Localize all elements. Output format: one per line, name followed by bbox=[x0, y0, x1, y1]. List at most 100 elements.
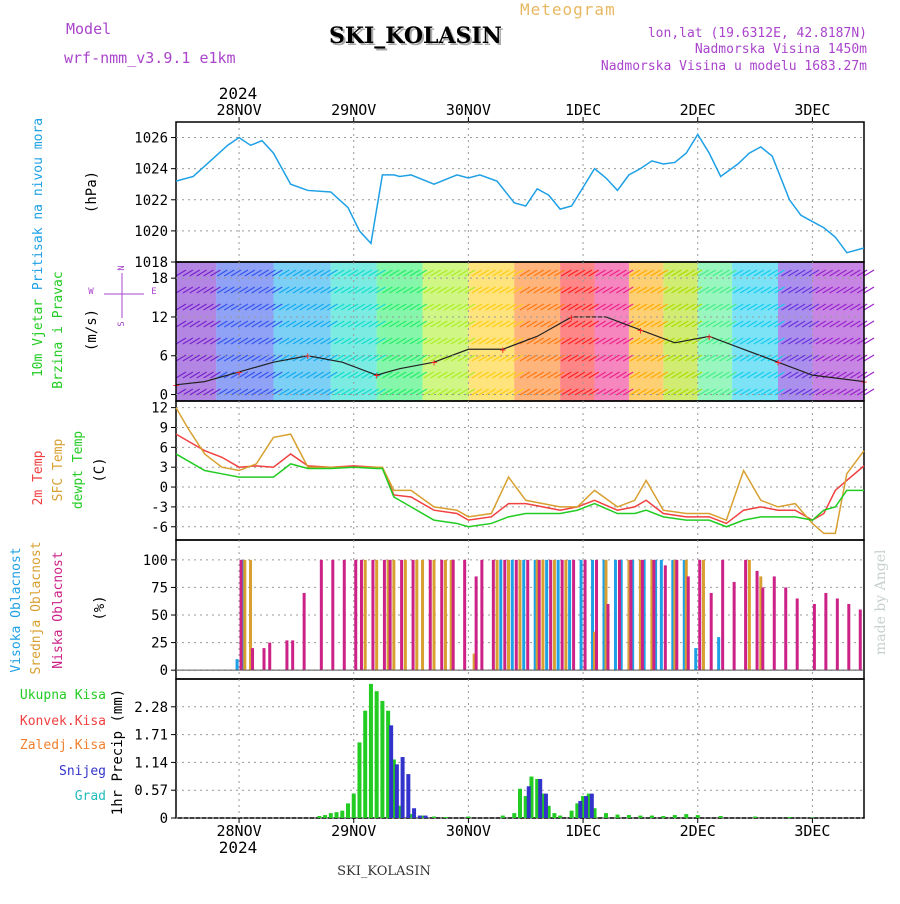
cloud-low-bar bbox=[251, 648, 254, 670]
temp-tick-label: 3 bbox=[160, 460, 168, 476]
pressure-line bbox=[176, 134, 864, 252]
cloud-mid-bar bbox=[507, 560, 510, 670]
cloud-high-bar bbox=[545, 560, 548, 670]
cloud-low-bar bbox=[761, 587, 764, 670]
cloud-low-bar bbox=[836, 598, 839, 670]
cloud-low-bar bbox=[526, 560, 529, 670]
day-label-bottom: 28NOV bbox=[216, 822, 261, 840]
cloud-low-bar bbox=[515, 560, 518, 670]
cloud-tick-label: 75 bbox=[151, 580, 168, 596]
cloud-low-bar bbox=[538, 560, 541, 670]
precip-legend-total: Ukupna Kisa bbox=[20, 688, 106, 703]
cloud-high-bar bbox=[511, 560, 514, 670]
wind-tick-label: 18 bbox=[151, 271, 168, 287]
plot-area: +++++++++++10181020102210241026061218-6-… bbox=[134, 101, 874, 840]
precip-total-bar bbox=[357, 742, 361, 818]
temp-tick-label: 9 bbox=[160, 420, 168, 436]
precip-tick-label: 1.14 bbox=[134, 755, 168, 771]
cloud-mid-bar bbox=[404, 560, 407, 670]
temp-label-2: SFC Temp bbox=[51, 439, 66, 502]
cloud-low-bar bbox=[475, 576, 478, 670]
cloud-low-bar bbox=[847, 604, 850, 670]
precip-total-bar bbox=[552, 813, 556, 818]
wind-color-band bbox=[595, 262, 629, 401]
cloud-low-bar bbox=[400, 560, 403, 670]
precip-snow-bar bbox=[538, 779, 542, 818]
cloud-tick-label: 0 bbox=[160, 663, 168, 679]
cloud-mid-bar bbox=[748, 560, 751, 670]
cloud-low-bar bbox=[813, 604, 816, 670]
precip-total-bar bbox=[375, 691, 379, 818]
cloud-mid-bar bbox=[364, 560, 367, 670]
pressure-tick-label: 1020 bbox=[134, 224, 168, 240]
precip-snow-bar bbox=[584, 796, 588, 818]
temp-label-3: dewpt Temp bbox=[71, 431, 86, 509]
cloud-tick-label: 50 bbox=[151, 608, 168, 624]
lonlat-text: lon,lat (19.6312E, 42.8187N) bbox=[648, 26, 867, 41]
model-name: wrf-nmm_v3.9.1 e1km bbox=[64, 49, 236, 67]
temp-tick-label: -6 bbox=[151, 520, 168, 536]
wind-rose-w: W bbox=[88, 287, 94, 297]
cloud-low-bar bbox=[452, 560, 455, 670]
cloud-mid-bar bbox=[541, 560, 544, 670]
day-label-top: 29NOV bbox=[331, 101, 376, 119]
cloud-mid-bar bbox=[433, 560, 436, 670]
chart-title: Meteogram bbox=[520, 0, 616, 19]
precip-total-bar bbox=[323, 815, 327, 818]
precip-tick-label: 1.71 bbox=[134, 728, 168, 744]
cloud-low-bar bbox=[744, 560, 747, 670]
cloud-low-bar bbox=[263, 648, 266, 670]
precip-total-bar bbox=[753, 817, 757, 818]
cloud-low-bar bbox=[354, 560, 357, 670]
precip-snow-bar bbox=[578, 801, 582, 818]
cloud-high-bar bbox=[694, 648, 697, 670]
precip-legend-snow: Snijeg bbox=[59, 764, 106, 779]
day-label-bottom: 29NOV bbox=[331, 822, 376, 840]
precip-total-bar bbox=[615, 815, 619, 818]
elevation-text: Nadmorska Visina 1450m bbox=[695, 42, 867, 57]
precip-snow-bar bbox=[544, 794, 548, 818]
cloud-low-bar bbox=[784, 587, 787, 670]
cloud-label-low: Niska Oblacnost bbox=[51, 551, 66, 668]
precip-total-bar bbox=[352, 794, 356, 818]
precip-total-bar bbox=[363, 711, 367, 818]
precip-tick-label: 2.28 bbox=[134, 700, 168, 716]
precip-total-bar bbox=[787, 817, 791, 818]
wind-gust-marker: + bbox=[775, 356, 782, 369]
temp-frame bbox=[176, 401, 864, 540]
wind-color-band bbox=[698, 262, 732, 401]
day-label-top: 3DEC bbox=[794, 101, 830, 119]
cloud-low-bar bbox=[773, 576, 776, 670]
temp-label-1: 2m Temp bbox=[31, 450, 46, 505]
precip-total-bar bbox=[627, 815, 631, 818]
cloud-low-bar bbox=[303, 593, 306, 670]
wind-gust-marker: + bbox=[431, 356, 438, 369]
precip-total-bar bbox=[466, 817, 470, 818]
cloud-low-bar bbox=[561, 560, 564, 670]
precip-snow-bar bbox=[424, 816, 428, 818]
cloud-low-bar bbox=[480, 560, 483, 670]
precip-legend-frz: Zaledj.Kisa bbox=[20, 738, 106, 753]
cloud-high-bar bbox=[557, 560, 560, 670]
precip-snow-bar bbox=[389, 725, 393, 818]
wind-color-band bbox=[778, 262, 812, 401]
cloud-low-bar bbox=[360, 560, 363, 670]
wind-label-2: Brzina i Pravac bbox=[51, 271, 66, 388]
precip-total-bar bbox=[638, 816, 642, 818]
cloud-mid-bar bbox=[421, 560, 424, 670]
cloud-high-bar bbox=[660, 560, 663, 670]
wind-color-band bbox=[216, 262, 273, 401]
temp-tick-label: 6 bbox=[160, 440, 168, 456]
wind-gust-marker: + bbox=[373, 369, 380, 382]
cloud-low-bar bbox=[796, 598, 799, 670]
cloud-mid-bar bbox=[375, 560, 378, 670]
wind-color-band bbox=[377, 262, 423, 401]
wind-color-band bbox=[331, 262, 377, 401]
pressure-tick-label: 1026 bbox=[134, 131, 168, 147]
pressure-label: Pritisak na nivou mora bbox=[31, 118, 46, 290]
precip-total-bar bbox=[684, 814, 688, 818]
cloud-low-bar bbox=[618, 560, 621, 670]
wind-gust-marker: + bbox=[568, 311, 575, 324]
